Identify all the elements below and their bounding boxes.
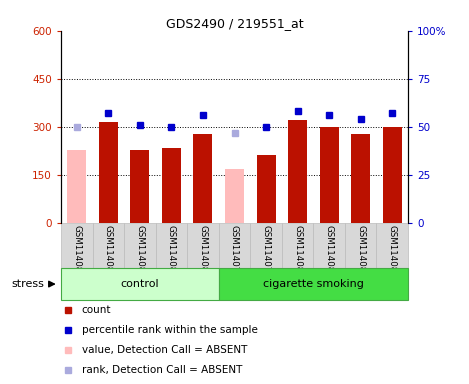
Text: GSM114087: GSM114087 <box>167 225 176 278</box>
Bar <box>99 122 118 223</box>
Bar <box>320 127 339 223</box>
Bar <box>92 223 124 268</box>
Bar <box>313 223 345 268</box>
Bar <box>250 223 282 268</box>
Text: GSM114080: GSM114080 <box>293 225 302 278</box>
Text: count: count <box>82 305 111 315</box>
Text: value, Detection Call = ABSENT: value, Detection Call = ABSENT <box>82 345 247 355</box>
Text: stress: stress <box>12 279 45 289</box>
Text: rank, Detection Call = ABSENT: rank, Detection Call = ABSENT <box>82 365 242 375</box>
Text: GSM114082: GSM114082 <box>356 225 365 278</box>
Text: GSM114084: GSM114084 <box>72 225 81 278</box>
Text: GSM114088: GSM114088 <box>198 225 207 278</box>
Bar <box>383 127 402 223</box>
Bar <box>282 223 313 268</box>
Text: GSM114086: GSM114086 <box>136 225 144 278</box>
Bar <box>61 268 219 300</box>
Text: GSM114081: GSM114081 <box>325 225 333 278</box>
Text: percentile rank within the sample: percentile rank within the sample <box>82 325 257 335</box>
Bar <box>257 155 275 223</box>
Bar <box>351 134 370 223</box>
Text: GSM114078: GSM114078 <box>230 225 239 278</box>
Text: cigarette smoking: cigarette smoking <box>263 279 364 289</box>
Text: control: control <box>121 279 159 289</box>
Bar <box>225 169 244 223</box>
Bar <box>156 223 187 268</box>
Bar <box>162 148 181 223</box>
Bar <box>377 223 408 268</box>
Bar <box>130 150 149 223</box>
Bar <box>219 268 408 300</box>
Bar <box>187 223 219 268</box>
Bar <box>288 120 307 223</box>
Bar <box>67 150 86 223</box>
Bar <box>124 223 156 268</box>
Bar <box>219 223 250 268</box>
Text: GSM114079: GSM114079 <box>262 225 271 278</box>
Bar <box>194 134 212 223</box>
Bar <box>345 223 377 268</box>
Title: GDS2490 / 219551_at: GDS2490 / 219551_at <box>166 17 303 30</box>
Text: GSM114085: GSM114085 <box>104 225 113 278</box>
Text: GSM114083: GSM114083 <box>388 225 397 278</box>
Bar <box>61 223 92 268</box>
